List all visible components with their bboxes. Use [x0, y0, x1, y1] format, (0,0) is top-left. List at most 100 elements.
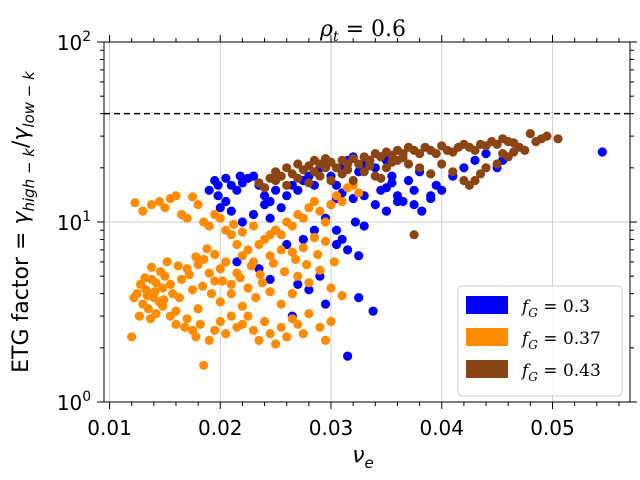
legend-label: fG = 0.43 [520, 361, 601, 384]
data-point [437, 159, 447, 169]
data-point [298, 213, 308, 223]
data-point [359, 221, 369, 231]
y-tick-exponent: 1 [82, 209, 91, 225]
data-point [204, 221, 214, 231]
data-point [158, 283, 168, 293]
data-point [226, 279, 236, 289]
data-point [243, 283, 253, 293]
data-point [282, 191, 292, 201]
data-point [337, 291, 347, 301]
data-point [215, 203, 225, 213]
data-point [304, 178, 314, 188]
data-point [188, 192, 198, 202]
data-point [154, 196, 164, 207]
data-point [304, 309, 314, 319]
data-point [282, 163, 292, 173]
data-point [409, 230, 419, 240]
data-point [276, 230, 286, 240]
data-point [392, 196, 403, 207]
data-point [271, 175, 281, 186]
data-point [226, 311, 236, 321]
y-tick-exponent: 2 [82, 29, 91, 45]
data-point [387, 157, 397, 167]
data-point [171, 319, 181, 329]
data-point [326, 316, 336, 327]
y-tick-base: 10 [57, 31, 82, 55]
data-point [260, 200, 270, 210]
data-point [215, 264, 225, 274]
data-point [470, 145, 480, 155]
data-point [309, 155, 319, 165]
data-point [204, 185, 214, 195]
data-point [409, 200, 419, 210]
data-point [215, 213, 225, 223]
data-point [481, 163, 491, 173]
x-tick-label: 0.04 [419, 416, 464, 440]
y-tick-label: 100 [57, 389, 91, 415]
data-point [293, 319, 303, 329]
data-point [199, 254, 209, 264]
scatter-points [127, 129, 607, 370]
data-point [265, 251, 275, 261]
data-point [147, 200, 157, 210]
y-tick-base: 10 [57, 391, 82, 415]
data-point [459, 163, 469, 173]
data-point [229, 219, 239, 229]
data-point [243, 245, 253, 255]
x-axis-label: νe [352, 443, 374, 472]
data-point [265, 329, 275, 339]
data-point [265, 213, 275, 223]
data-point [268, 258, 278, 268]
data-point [320, 154, 331, 164]
legend-swatch [466, 328, 508, 346]
data-point [313, 249, 323, 260]
data-point [155, 267, 166, 277]
data-point [150, 287, 160, 297]
data-point [271, 339, 281, 349]
data-point [331, 225, 342, 235]
data-point [221, 329, 231, 339]
data-point [320, 335, 331, 345]
y-tick-label: 101 [57, 209, 91, 235]
data-point [199, 360, 209, 370]
data-point [350, 217, 360, 227]
data-point [206, 289, 216, 299]
data-point [287, 247, 297, 257]
data-point [315, 322, 325, 332]
data-point [542, 131, 552, 141]
data-point [431, 149, 441, 159]
data-point [254, 335, 264, 345]
data-point [210, 276, 220, 286]
data-point [509, 147, 519, 157]
x-tick-label: 0.02 [198, 416, 243, 440]
data-point [232, 257, 242, 267]
data-point [255, 270, 265, 280]
data-point [204, 268, 214, 278]
data-point [298, 329, 308, 339]
data-point [293, 173, 303, 183]
y-tick-base: 10 [57, 211, 82, 235]
data-point [326, 200, 336, 210]
data-point [387, 178, 397, 188]
data-point [409, 185, 419, 195]
data-point [287, 289, 297, 299]
data-point [257, 278, 267, 288]
data-point [168, 289, 178, 299]
data-point [176, 274, 187, 284]
data-point [145, 314, 156, 324]
y-tick-label: 102 [57, 29, 91, 55]
data-point [237, 227, 247, 237]
data-point [171, 191, 181, 201]
data-point [354, 293, 364, 303]
data-point [232, 185, 242, 195]
data-point [415, 163, 425, 173]
data-point [232, 239, 242, 250]
data-point [132, 289, 142, 299]
data-point [481, 149, 491, 159]
x-tick-label: 0.05 [530, 416, 575, 440]
data-point [215, 316, 225, 327]
data-point [142, 291, 152, 301]
data-point [213, 191, 223, 201]
data-point [265, 230, 275, 240]
data-point [138, 206, 148, 216]
